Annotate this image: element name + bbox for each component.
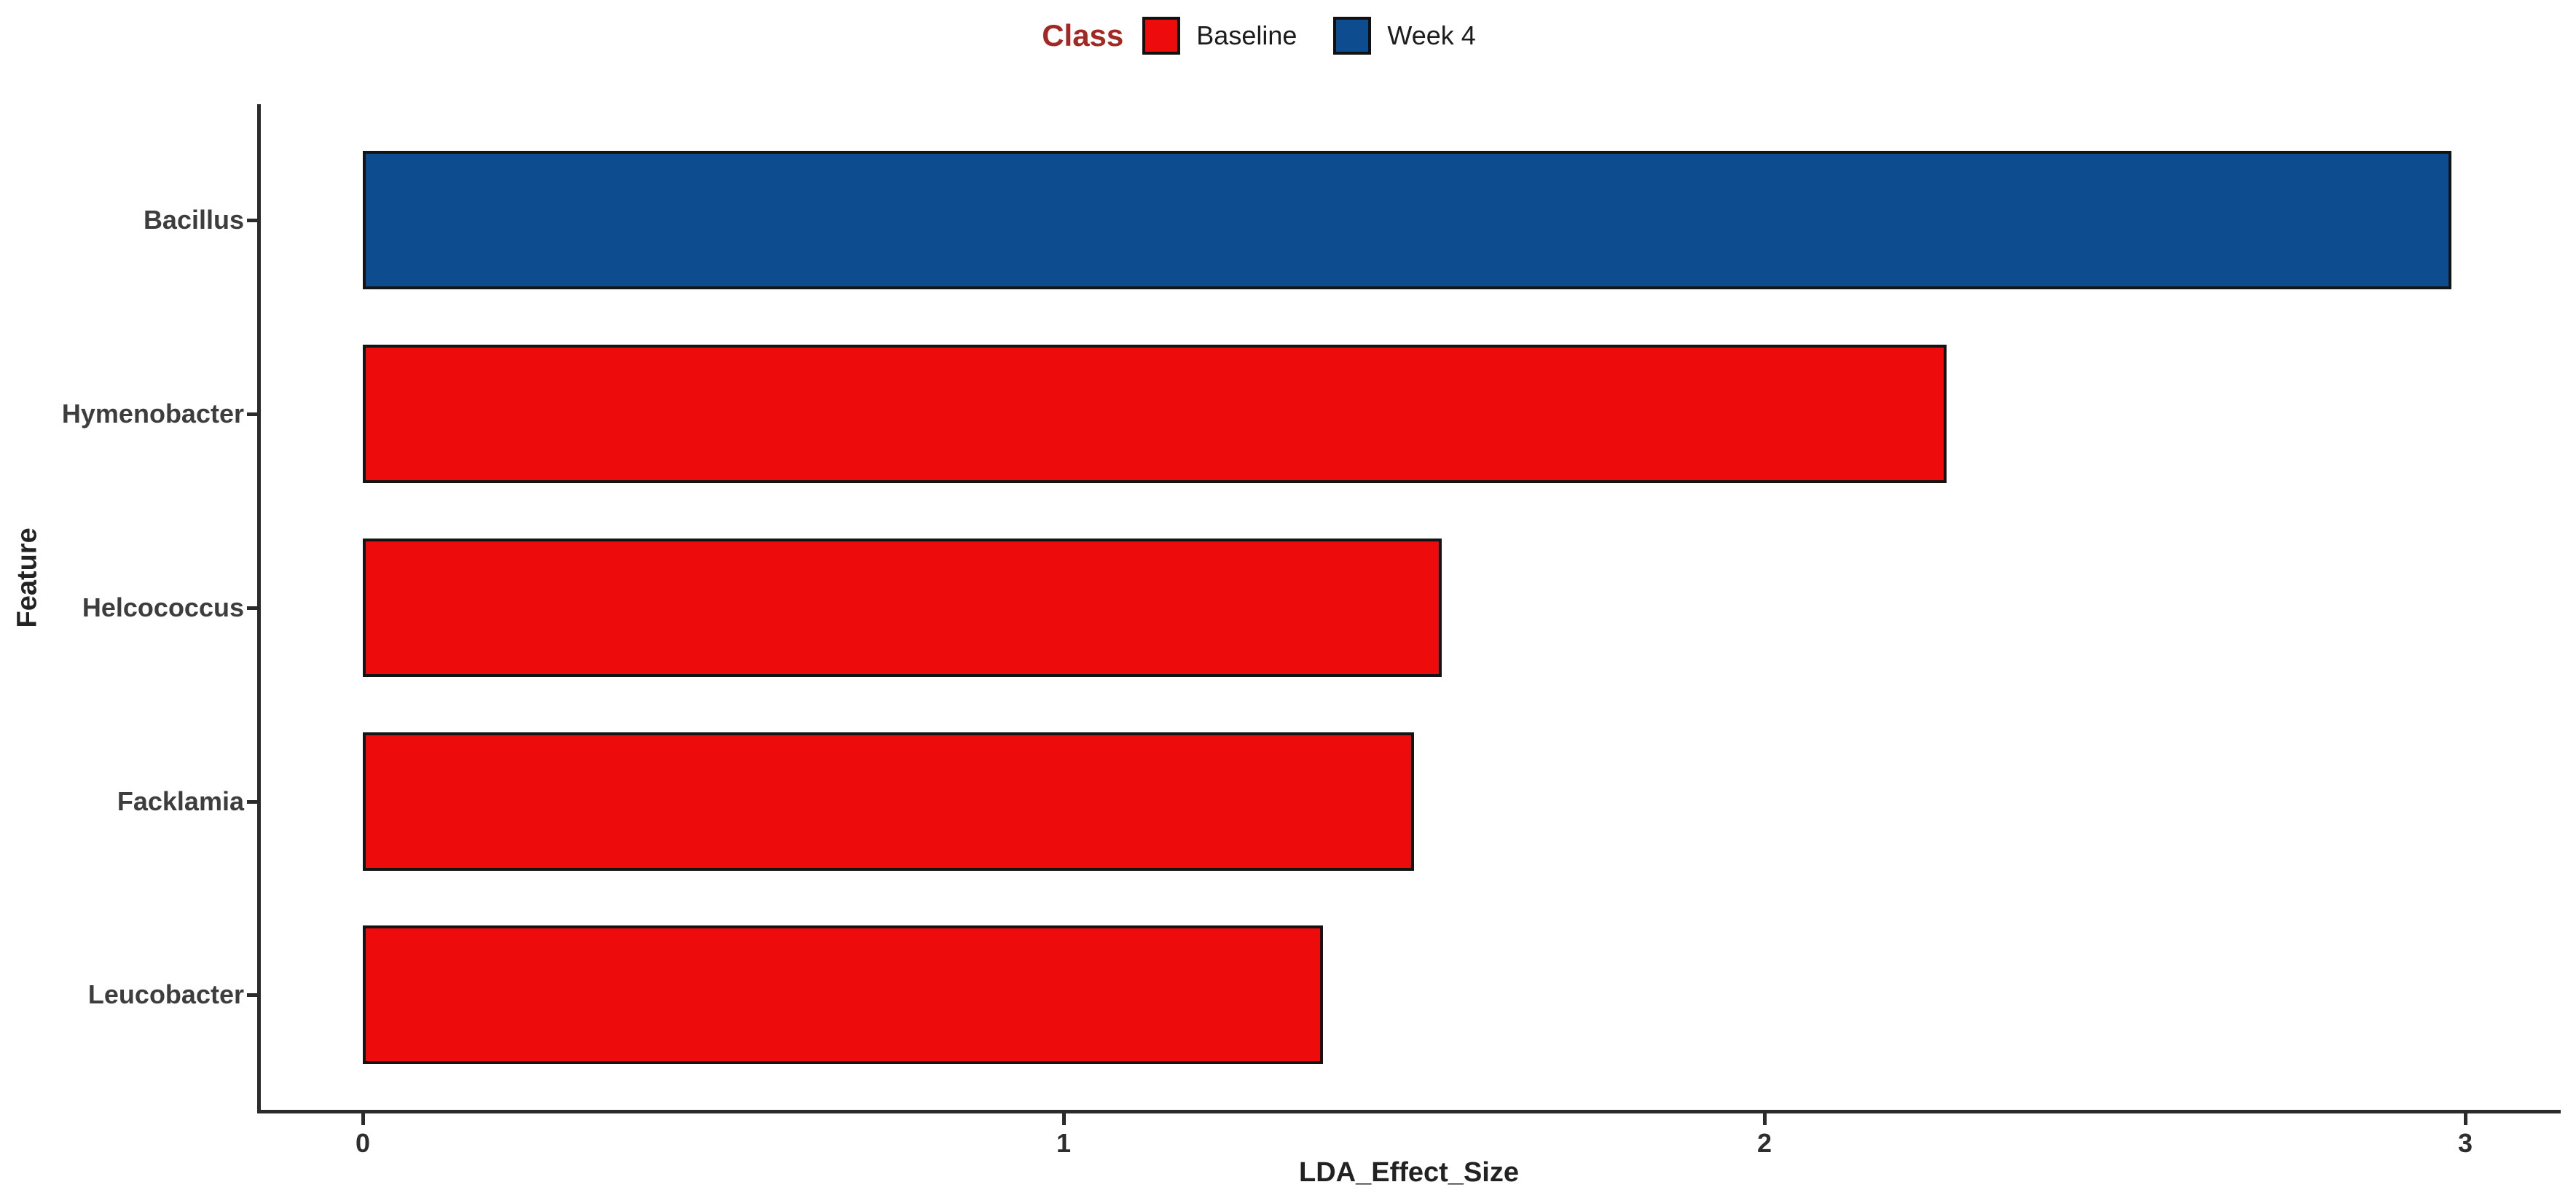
y-tick <box>247 993 257 997</box>
category-label-facklamia: Facklamia <box>117 786 244 816</box>
y-tick <box>247 412 257 416</box>
category-label-leucobacter: Leucobacter <box>87 979 244 1009</box>
legend-item-week4: Week 4 <box>1333 17 1476 55</box>
legend-item-baseline: Baseline <box>1142 17 1297 55</box>
y-tick <box>247 219 257 222</box>
x-tick <box>2464 1113 2467 1125</box>
legend-label-baseline: Baseline <box>1196 20 1297 50</box>
x-tick-label: 0 <box>355 1128 371 1158</box>
chart-legend: Class Baseline Week 4 <box>0 10 2518 61</box>
x-tick-label: 3 <box>2457 1128 2473 1158</box>
bar-bacillus <box>363 151 2451 289</box>
x-tick <box>1763 1113 1767 1125</box>
y-tick <box>247 800 257 804</box>
y-axis-spine <box>257 104 261 1113</box>
bar-facklamia <box>363 732 1414 871</box>
week4-color-swatch <box>1333 17 1372 55</box>
bar-helcococcus <box>363 539 1442 677</box>
x-tick-label: 2 <box>1756 1128 1772 1158</box>
y-tick <box>247 606 257 610</box>
baseline-color-swatch <box>1142 17 1181 55</box>
category-label-hymenobacter: Hymenobacter <box>61 399 244 428</box>
x-tick <box>361 1113 365 1125</box>
x-tick-label: 1 <box>1056 1128 1072 1158</box>
category-label-helcococcus: Helcococcus <box>82 592 244 622</box>
category-label-bacillus: Bacillus <box>143 205 244 235</box>
bar-leucobacter <box>363 925 1323 1064</box>
legend-title: Class <box>1042 18 1124 52</box>
x-axis-spine <box>257 1110 2561 1113</box>
x-tick <box>1062 1113 1066 1125</box>
x-axis-title: LDA_Effect_Size <box>1299 1157 1519 1188</box>
bar-hymenobacter <box>363 345 1947 483</box>
legend-label-week4: Week 4 <box>1387 20 1476 50</box>
